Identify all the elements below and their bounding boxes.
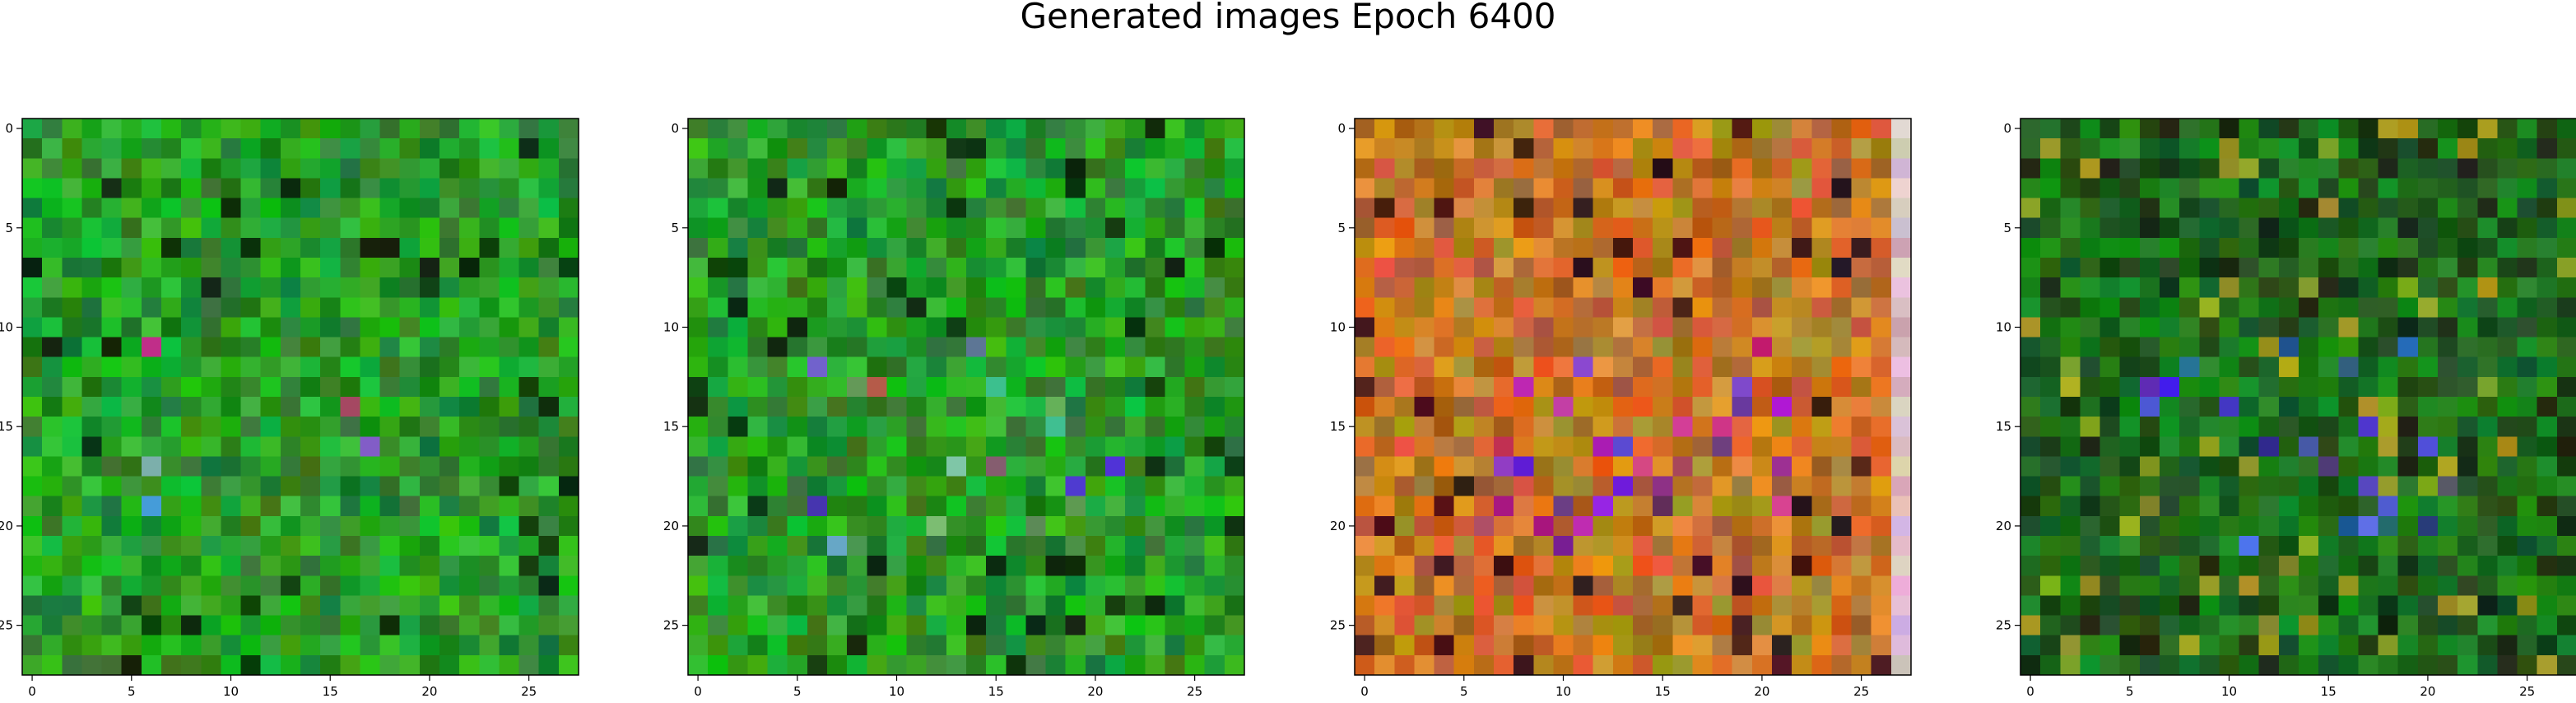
- y-tick-label: 5: [2003, 221, 2011, 235]
- y-tick-label: 15: [0, 419, 13, 434]
- x-tick-label: 10: [1555, 684, 1571, 699]
- generated-image-panel-4: 0 5 10 15 20 25 0 5 10 15 20 25: [1996, 118, 2576, 699]
- y-tick-label: 20: [1330, 519, 1346, 533]
- y-tick-label: 15: [663, 419, 679, 434]
- x-tick-label: 0: [694, 684, 702, 699]
- x-tick-label: 15: [2321, 684, 2337, 699]
- y-tick-label: 0: [5, 121, 13, 136]
- y-tick-label: 5: [671, 221, 679, 235]
- x-tick-label: 0: [28, 684, 36, 699]
- x-tick-label: 20: [421, 684, 437, 699]
- x-tick-label: 15: [323, 684, 338, 699]
- image-frame: [1354, 118, 1912, 676]
- y-tick-label: 0: [671, 121, 679, 136]
- x-tick-label: 15: [988, 684, 1004, 699]
- x-tick-label: 20: [2420, 684, 2435, 699]
- y-tick-label: 10: [1996, 320, 2011, 335]
- panel-3-axes: 0 5 10 15 20 25 0 5 10 15 20 25: [1330, 118, 1912, 699]
- x-tick-label: 20: [1754, 684, 1769, 699]
- x-tick-label: 5: [2126, 684, 2134, 699]
- x-tick-label: 25: [1853, 684, 1869, 699]
- generated-image-3: [1355, 119, 1911, 675]
- x-tick-label: 25: [2519, 684, 2535, 699]
- y-tick-label: 5: [5, 221, 13, 235]
- figure-title: Generated images Epoch 6400: [1020, 0, 1556, 36]
- panel-1-axes: 0 5 10 15 20 25 0 5 10 15 20 25: [0, 118, 579, 699]
- y-tick-label: 25: [0, 618, 13, 633]
- y-tick-label: 10: [663, 320, 679, 335]
- y-tick-label: 10: [1330, 320, 1346, 335]
- generated-image-panel-2: 0 5 10 15 20 25 0 5 10 15 20 25: [663, 118, 1245, 699]
- generated-image-4: [2020, 119, 2576, 675]
- x-tick-label: 25: [1187, 684, 1202, 699]
- x-tick-label: 5: [793, 684, 802, 699]
- generated-image-panel-3: 0 5 10 15 20 25 0 5 10 15 20 25: [1330, 118, 1912, 699]
- generated-image-panel-1: 0 5 10 15 20 25 0 5 10 15 20 25: [0, 118, 579, 699]
- image-frame: [687, 118, 1245, 676]
- image-frame: [2020, 118, 2576, 676]
- y-tick-label: 5: [1337, 221, 1346, 235]
- y-tick-label: 20: [1996, 519, 2011, 533]
- y-tick-label: 25: [1330, 618, 1346, 633]
- x-tick-label: 10: [2221, 684, 2237, 699]
- image-frame: [21, 118, 579, 676]
- x-tick-label: 5: [128, 684, 136, 699]
- y-tick-label: 10: [0, 320, 13, 335]
- x-tick-label: 25: [521, 684, 537, 699]
- y-tick-label: 25: [663, 618, 679, 633]
- y-tick-label: 20: [663, 519, 679, 533]
- generated-image-1: [22, 119, 579, 675]
- y-tick-label: 15: [1996, 419, 2011, 434]
- x-tick-label: 10: [889, 684, 904, 699]
- x-tick-label: 10: [223, 684, 239, 699]
- panel-4-axes: 0 5 10 15 20 25 0 5 10 15 20 25: [1996, 118, 2576, 699]
- y-tick-label: 15: [1330, 419, 1346, 434]
- generated-image-2: [688, 119, 1244, 675]
- x-tick-label: 0: [2026, 684, 2034, 699]
- x-tick-label: 20: [1087, 684, 1103, 699]
- x-tick-label: 5: [1460, 684, 1468, 699]
- x-tick-label: 0: [1360, 684, 1369, 699]
- y-tick-label: 20: [0, 519, 13, 533]
- x-tick-label: 15: [1655, 684, 1671, 699]
- y-tick-label: 0: [1337, 121, 1346, 136]
- y-tick-label: 0: [2003, 121, 2011, 136]
- y-tick-label: 25: [1996, 618, 2011, 633]
- panel-2-axes: 0 5 10 15 20 25 0 5 10 15 20 25: [663, 118, 1245, 699]
